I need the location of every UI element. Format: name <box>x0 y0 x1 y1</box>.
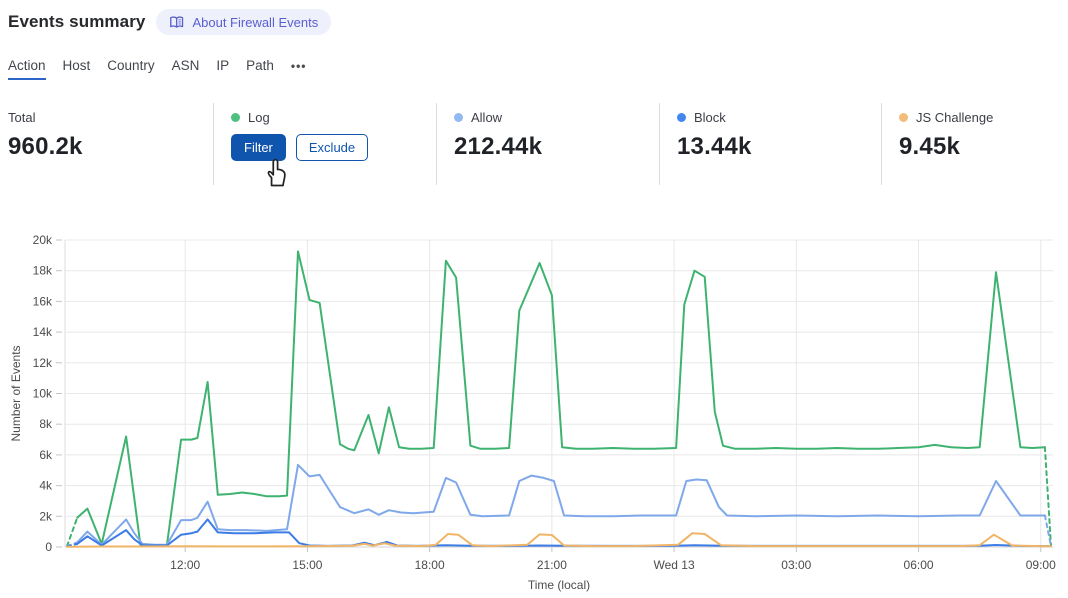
y-tick-label: 2k <box>39 509 53 523</box>
y-tick-label: 18k <box>33 264 53 278</box>
tab-label: Host <box>62 58 91 73</box>
stat-label: Block <box>694 110 726 125</box>
tab-path[interactable]: Path <box>246 58 274 80</box>
events-chart: 0 2k 4k 6k 8k 10k 12k 14k 16k 18k 20k 12:00 15:00 18:… <box>9 233 1056 592</box>
stat-card-js-challenge: JS Challenge 9.45k <box>881 103 1060 185</box>
stats-row: Total 960.2k Log Filter Exclude Allow 212… <box>8 103 1060 185</box>
series-allow <box>66 463 1052 548</box>
badge-label: About Firewall Events <box>192 14 319 30</box>
facet-tabs: Action Host Country ASN IP Path ••• <box>8 58 307 80</box>
series-log <box>66 250 1052 548</box>
chart-axes: 0 2k 4k 6k 8k 10k 12k 14k 16k 18k 20k 12:00 15:00 18:… <box>9 233 1056 592</box>
page-title: Events summary <box>8 12 146 31</box>
tab-label: ASN <box>171 58 200 73</box>
y-tick-label: 4k <box>39 479 53 493</box>
stat-card-log: Log Filter Exclude <box>213 103 436 185</box>
tab-label: Path <box>246 58 274 73</box>
about-firewall-events-badge[interactable]: About Firewall Events <box>156 9 332 35</box>
legend-dot-icon <box>231 113 240 122</box>
y-tick-label: 10k <box>33 387 53 401</box>
tab-country[interactable]: Country <box>107 58 154 80</box>
legend-dot-icon <box>454 113 463 122</box>
filter-button[interactable]: Filter <box>231 134 286 161</box>
y-tick-label: 0 <box>45 540 52 554</box>
stat-label: JS Challenge <box>916 110 994 125</box>
x-tick-label: 06:00 <box>904 558 934 572</box>
x-tick-label: 21:00 <box>537 558 567 572</box>
tab-label: Action <box>8 58 46 73</box>
stat-value: 212.44k <box>454 133 543 160</box>
tab-label: Country <box>107 58 155 73</box>
x-axis-title: Time (local) <box>528 578 590 592</box>
stat-actions: Filter Exclude <box>231 134 436 161</box>
tab-label: IP <box>216 58 230 73</box>
page-header: Events summary About Firewall Events <box>8 9 332 35</box>
y-tick-label: 16k <box>33 294 53 308</box>
stat-card-total: Total 960.2k <box>8 103 213 185</box>
stat-card-block: Block 13.44k <box>659 103 881 185</box>
tab-host[interactable]: Host <box>63 58 91 80</box>
y-tick-label: 14k <box>33 325 53 339</box>
y-tick-label: 12k <box>33 356 53 370</box>
x-tick-label: 18:00 <box>415 558 445 572</box>
exclude-button[interactable]: Exclude <box>295 134 369 161</box>
stat-value: 960.2k <box>8 133 83 160</box>
x-tick-label: 09:00 <box>1026 558 1056 572</box>
x-tick-label: 12:00 <box>170 558 200 572</box>
x-tick-label: Wed 13 <box>654 558 695 572</box>
book-icon <box>170 15 184 28</box>
y-tick-label: 6k <box>39 448 53 462</box>
stat-header: Allow <box>454 110 659 125</box>
series-block <box>66 518 1050 548</box>
x-tick-label: 03:00 <box>781 558 811 572</box>
stat-card-allow: Allow 212.44k <box>436 103 659 185</box>
tabs-more-button[interactable]: ••• <box>290 59 307 73</box>
stat-label: Log <box>248 110 270 125</box>
stat-header: Total <box>8 110 213 125</box>
stat-value: 13.44k <box>677 133 752 160</box>
tab-action[interactable]: Action <box>8 58 46 80</box>
y-tick-label: 8k <box>39 417 53 431</box>
stat-header: Block <box>677 110 881 125</box>
y-tick-label: 20k <box>33 233 53 247</box>
chart-grid <box>56 239 1053 552</box>
tab-ip[interactable]: IP <box>216 58 229 80</box>
series-js-challenge <box>66 532 1052 548</box>
stat-label: Total <box>8 110 36 125</box>
y-axis-title: Number of Events <box>9 345 23 441</box>
legend-dot-icon <box>899 113 908 122</box>
stat-header: JS Challenge <box>899 110 1060 125</box>
stat-header: Log <box>231 110 436 125</box>
stat-label: Allow <box>471 110 503 125</box>
legend-dot-icon <box>677 113 686 122</box>
tab-asn[interactable]: ASN <box>172 58 200 80</box>
x-tick-label: 15:00 <box>292 558 322 572</box>
stat-value: 9.45k <box>899 133 961 160</box>
